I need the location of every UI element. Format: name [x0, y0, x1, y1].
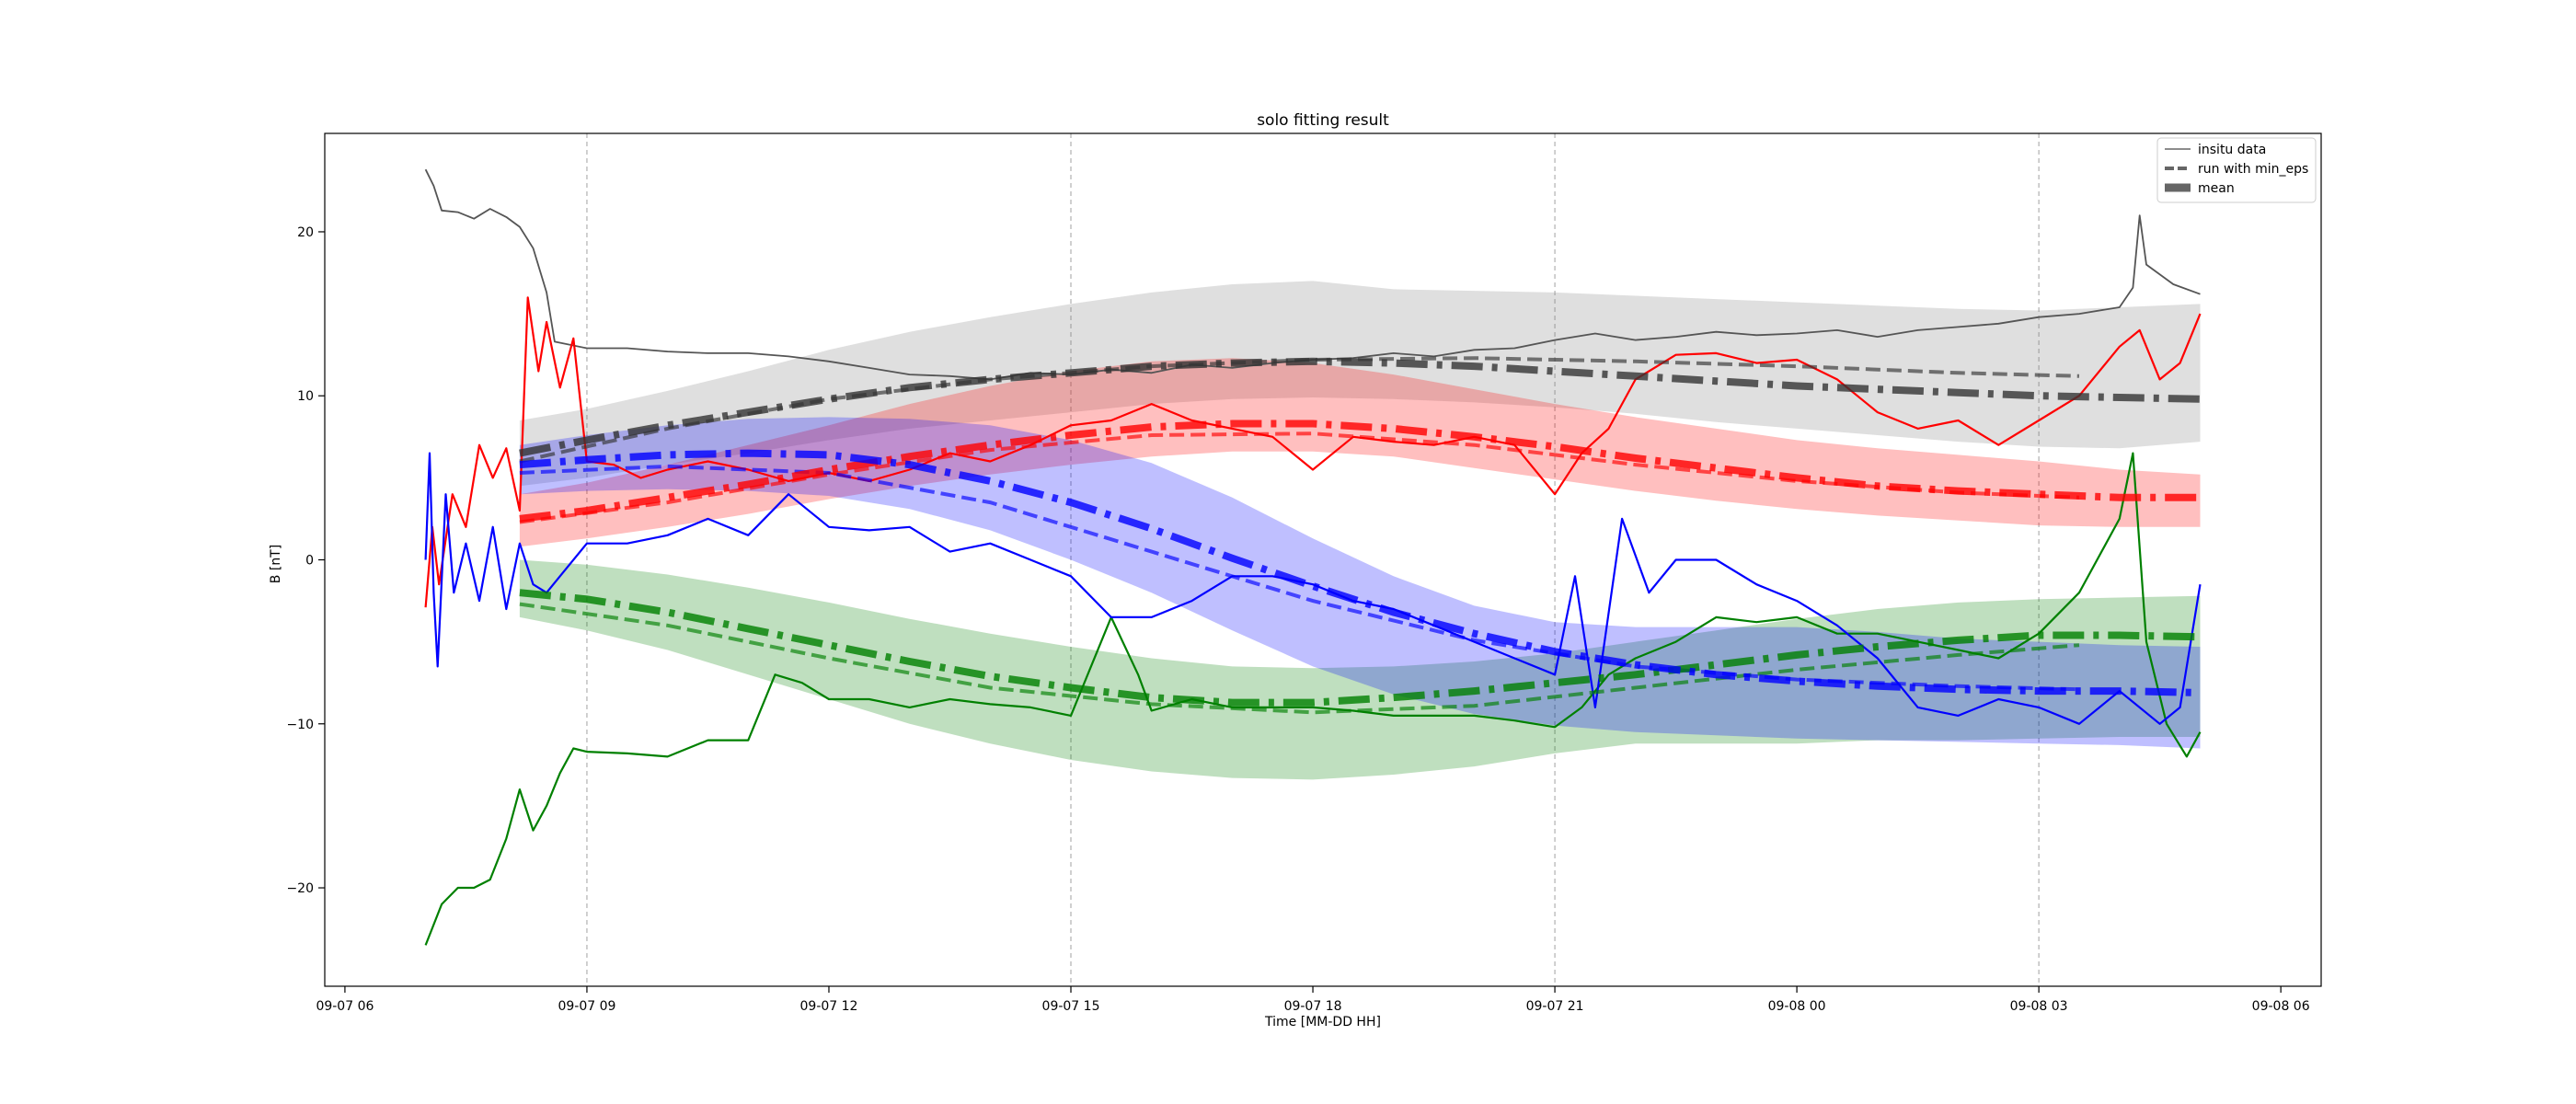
insitu-line-total — [424, 168, 2201, 381]
y-tick-label-2: 0 — [305, 554, 314, 569]
band-r — [519, 358, 2201, 547]
mean-line-total — [519, 357, 2201, 457]
x-tick-label-4: 09-07 18 — [1284, 999, 1342, 1014]
min-eps-line-total — [519, 356, 2080, 464]
min-eps-line-n — [519, 464, 2080, 692]
x-tick-label-0: 09-07 06 — [316, 999, 374, 1014]
legend-insitu-label: insitu data — [2198, 143, 2266, 157]
mean-line-n — [519, 449, 2201, 696]
insitu-line-n — [424, 452, 2202, 725]
legend-mean-label: mean — [2198, 181, 2235, 196]
y-tick-label-4: 20 — [297, 225, 314, 240]
x-axis-label: Time [MM-DD HH] — [1264, 1015, 1381, 1029]
insitu-line-r — [424, 296, 2202, 608]
mean-line-r — [519, 420, 2201, 523]
x-tick-label-1: 09-07 09 — [558, 999, 615, 1014]
chart-title: solo fitting result — [1257, 111, 1389, 130]
x-tick-label-5: 09-07 21 — [1526, 999, 1584, 1014]
mean-line-t — [519, 589, 2201, 707]
band-n — [519, 417, 2201, 749]
plot-area — [424, 133, 2202, 986]
legend-frame — [2156, 137, 2317, 203]
legend: insitu data run with min_eps mean — [2156, 137, 2317, 203]
min-eps-line-t — [519, 602, 2080, 715]
x-tick-label-8: 09-08 06 — [2252, 999, 2310, 1014]
x-tick-label-3: 09-07 15 — [1042, 999, 1100, 1014]
y-axis-label: B [nT] — [269, 545, 283, 583]
x-tick-label-6: 09-08 00 — [1768, 999, 1826, 1014]
y-tick-label-3: 10 — [297, 389, 314, 404]
y-tick-label-1: −10 — [286, 718, 314, 732]
x-tick-label-2: 09-07 12 — [800, 999, 858, 1014]
band-t — [519, 559, 2201, 780]
legend-min-eps-label: run with min_eps — [2198, 162, 2308, 177]
x-tick-label-7: 09-08 03 — [2010, 999, 2068, 1014]
x-axis: 09-07 06 09-07 09 09-07 12 09-07 15 09-07 18… — [316, 986, 2310, 1014]
y-axis: −20 −10 0 10 20 — [286, 225, 325, 896]
insitu-line-t — [424, 452, 2202, 946]
y-tick-label-0: −20 — [286, 881, 314, 896]
band-total — [519, 281, 2201, 487]
